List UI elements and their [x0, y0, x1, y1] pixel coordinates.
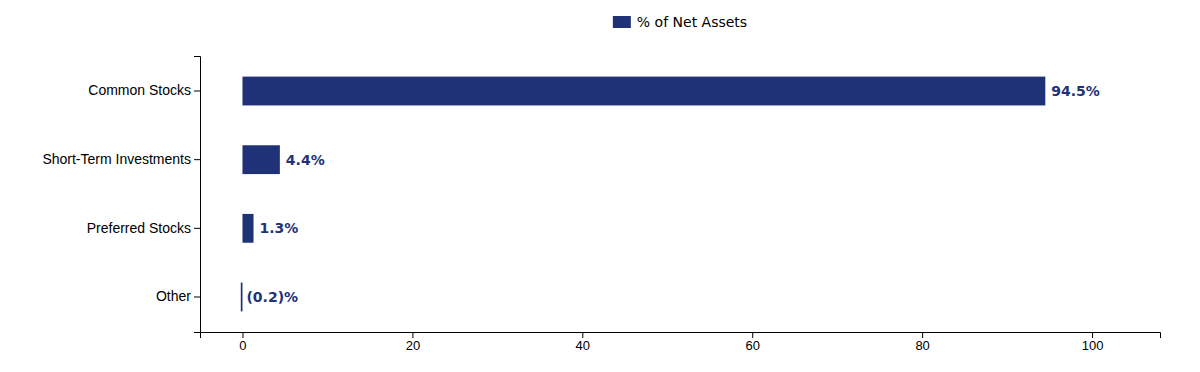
y-tick: Other — [156, 288, 200, 304]
data-label: 94.5% — [1051, 83, 1100, 99]
x-tick: 100 — [1082, 332, 1104, 353]
x-tick-mark — [752, 332, 753, 338]
x-axis: 0 20 40 60 80 100 — [201, 332, 1161, 353]
x-tick: 40 — [576, 332, 590, 353]
x-axis-line — [201, 333, 1161, 339]
y-tick-label: Other — [156, 288, 191, 304]
y-tick-mark — [194, 296, 200, 297]
x-tick-mark — [412, 332, 413, 338]
legend-swatch — [613, 16, 631, 28]
x-tick-label: 80 — [915, 338, 929, 353]
y-axis: Common Stocks Short-Term Investments Prefe… — [42, 57, 200, 333]
y-axis-line — [194, 57, 201, 333]
x-tick: 20 — [406, 332, 420, 353]
y-tick: Common Stocks — [88, 82, 200, 98]
bars — [241, 77, 1046, 312]
y-tick: Short-Term Investments — [42, 151, 200, 167]
x-tick: 0 — [239, 332, 246, 353]
legend: % of Net Assets — [613, 14, 747, 30]
y-tick-mark — [194, 159, 200, 160]
bar — [242, 145, 279, 174]
data-labels: 94.5% 4.4% 1.3% (0.2)% — [246, 83, 1099, 305]
x-tick-mark — [922, 332, 923, 338]
y-tick-mark — [194, 91, 200, 92]
y-tick: Preferred Stocks — [87, 220, 200, 236]
data-label: (0.2)% — [246, 289, 298, 305]
x-tick-label: 100 — [1082, 338, 1104, 353]
y-tick-label: Short-Term Investments — [42, 151, 191, 167]
y-tick-label: Preferred Stocks — [87, 220, 191, 236]
x-tick-mark — [242, 332, 243, 338]
bar — [242, 214, 253, 243]
data-label: 1.3% — [260, 220, 299, 236]
x-tick: 60 — [745, 332, 759, 353]
x-tick-label: 0 — [239, 338, 246, 353]
y-tick-label: Common Stocks — [88, 82, 191, 98]
x-tick-mark — [582, 332, 583, 338]
x-tick-label: 60 — [745, 338, 759, 353]
data-label: 4.4% — [286, 152, 325, 168]
x-tick: 80 — [915, 332, 929, 353]
legend-label: % of Net Assets — [637, 14, 747, 30]
plot: 0 20 40 60 80 100 Common Stocks Short-Term Inve… — [42, 57, 1160, 354]
y-tick-mark — [194, 228, 200, 229]
x-tick-mark — [1092, 332, 1093, 338]
x-tick-label: 40 — [576, 338, 590, 353]
x-tick-label: 20 — [406, 338, 420, 353]
bar — [241, 283, 243, 312]
bar — [242, 77, 1045, 106]
chart: 0 20 40 60 80 100 Common Stocks Short-Term Inve… — [0, 0, 1200, 372]
